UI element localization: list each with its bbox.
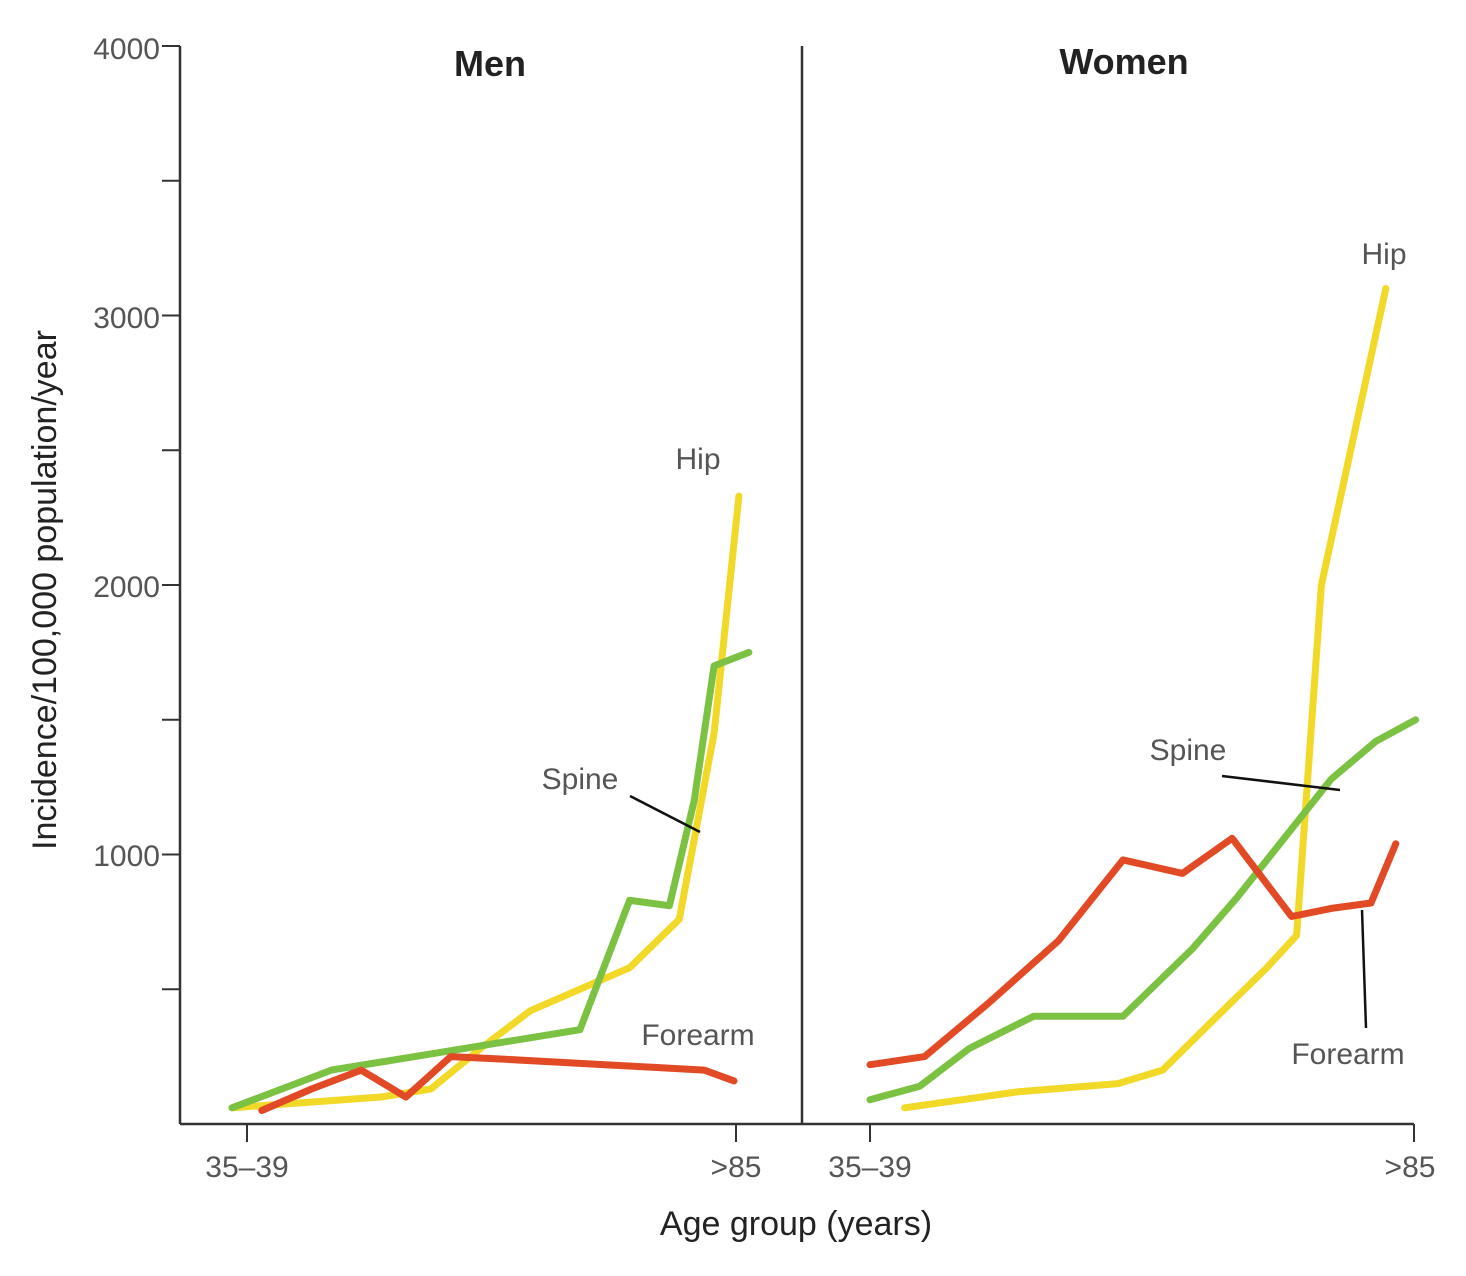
- y-tick-labels: 1000 2000 3000 4000: [93, 33, 160, 873]
- women-hip-label: Hip: [1361, 238, 1406, 271]
- women-forearm-line: [866, 834, 1400, 1069]
- x-tick-label-women-end: >85: [1385, 1151, 1436, 1184]
- men-series-lines: [228, 492, 753, 1114]
- panel-title-men: Men: [454, 43, 526, 84]
- men-hip-line: [228, 492, 743, 1112]
- y-tick-label-2000: 2000: [93, 571, 160, 604]
- men-spine-line: [228, 648, 753, 1112]
- women-spine-label: Spine: [1150, 734, 1227, 767]
- y-tick-label-4000: 4000: [93, 33, 160, 66]
- women-forearm-label: Forearm: [1291, 1038, 1404, 1071]
- men-spine-leader: [629, 794, 701, 834]
- y-tick-label-1000: 1000: [93, 840, 160, 873]
- x-axis-title: Age group (years): [660, 1205, 932, 1243]
- men-spine-label: Spine: [542, 763, 619, 796]
- x-tick-label-men-start: 35–39: [205, 1151, 288, 1184]
- men-forearm-label: Forearm: [641, 1019, 754, 1052]
- y-ticks: [162, 45, 180, 991]
- x-tick-label-men-end: >85: [711, 1151, 762, 1184]
- y-tick-label-3000: 3000: [93, 302, 160, 335]
- women-hip-line: [901, 285, 1390, 1112]
- women-spine-line: [866, 716, 1420, 1104]
- x-tick-label-women-start: 35–39: [828, 1151, 911, 1184]
- women-series-lines: [866, 285, 1420, 1112]
- y-axis-title: Incidence/100,000 population/year: [26, 330, 64, 850]
- panel-title-women: Women: [1059, 41, 1188, 82]
- women-spine-leader: [1221, 774, 1341, 792]
- men-hip-label: Hip: [675, 443, 720, 476]
- women-forearm-leader: [1360, 909, 1368, 1029]
- men-forearm-line: [258, 1053, 738, 1114]
